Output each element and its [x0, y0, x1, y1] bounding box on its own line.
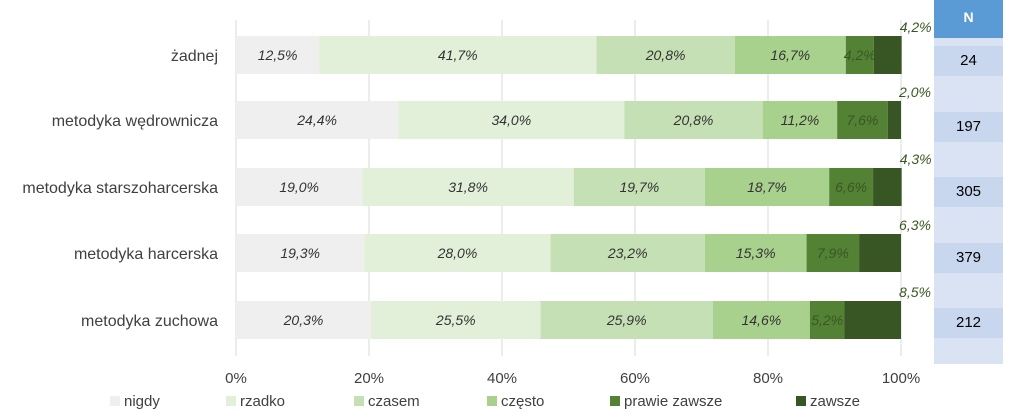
legend-swatch-czesto — [487, 396, 497, 406]
legend-label-czesto: często — [501, 393, 544, 410]
bar-czasem-metodyka-wedrownicza — [624, 101, 763, 139]
bar-rzadko-metodyka-wedrownicza — [398, 101, 625, 139]
data-label-czesto-zadnej: 16,7% — [770, 47, 810, 63]
legend-swatch-rzadko — [226, 396, 236, 406]
data-label-czasem-metodyka-starszoharcerska: 19,7% — [619, 179, 659, 195]
n-value-starszoharcerska: 305 — [934, 177, 1003, 207]
data-label-nigdy-metodyka-wedrownicza: 24,4% — [296, 112, 337, 128]
legend-label-czasem: czasem — [368, 393, 420, 410]
legend-label-prawie-zawsze: prawie zawsze — [624, 393, 722, 410]
data-label-czesto-metodyka-zuchowa: 14,6% — [741, 312, 781, 328]
n-column-header: N — [934, 0, 1003, 38]
data-label-zawsze-metodyka-starszoharcerska: 4,3% — [900, 151, 932, 167]
category-label-metodyka-starszoharcerska: metodyka starszoharcerska — [22, 180, 218, 197]
data-label-czesto-metodyka-harcerska: 15,3% — [736, 245, 776, 261]
bar-nigdy-metodyka-wedrownicza — [236, 101, 399, 139]
data-label-czesto-metodyka-starszoharcerska: 18,7% — [747, 179, 787, 195]
bar-prawie-zawsze-metodyka-wedrownicza — [837, 101, 888, 139]
data-label-zawsze-zadnej: 4,2% — [900, 19, 932, 35]
data-label-prawie-zawsze-metodyka-zuchowa: 5,2% — [811, 312, 843, 328]
legend-label-nigdy: nigdy — [124, 393, 160, 410]
data-label-rzadko-zadnej: 41,7% — [438, 47, 478, 63]
data-label-zawsze-metodyka-harcerska: 6,3% — [899, 217, 931, 233]
category-label-zadnej: żadnej — [171, 48, 218, 65]
bar-czesto-metodyka-starszoharcerska — [704, 168, 830, 206]
data-label-czasem-zadnej: 20,8% — [645, 47, 686, 63]
bar-rzadko-metodyka-zuchowa — [370, 301, 541, 339]
data-label-prawie-zawsze-zadnej: 4,2% — [844, 47, 876, 63]
data-label-zawsze-metodyka-zuchowa: 8,5% — [899, 284, 931, 300]
n-value-zuchowa: 212 — [934, 308, 1003, 338]
n-value-wedrownicza: 197 — [934, 112, 1003, 142]
x-tick-label-60: 60% — [620, 370, 650, 387]
bar-czasem-metodyka-harcerska — [550, 234, 705, 272]
data-label-zawsze-metodyka-wedrownicza: 2,0% — [898, 84, 931, 100]
x-tick-label-20: 20% — [354, 370, 384, 387]
bar-prawie-zawsze-metodyka-zuchowa — [809, 301, 845, 339]
bar-zawsze-metodyka-wedrownicza — [887, 101, 901, 139]
bar-rzadko-metodyka-starszoharcerska — [362, 168, 574, 206]
bar-zawsze-metodyka-harcerska — [859, 234, 901, 272]
category-label-metodyka-wedrownicza: metodyka wędrownicza — [52, 113, 218, 130]
data-label-prawie-zawsze-metodyka-harcerska: 7,9% — [817, 245, 849, 261]
category-label-metodyka-harcerska: metodyka harcerska — [74, 246, 218, 263]
data-label-nigdy-metodyka-zuchowa: 20,3% — [283, 312, 324, 328]
bar-prawie-zawsze-metodyka-harcerska — [806, 234, 860, 272]
bar-czasem-zadnej — [596, 36, 735, 74]
bar-prawie-zawsze-zadnej — [845, 36, 874, 74]
bar-nigdy-metodyka-harcerska — [236, 234, 365, 272]
legend-label-rzadko: rzadko — [240, 393, 285, 410]
data-label-czasem-metodyka-wedrownicza: 20,8% — [673, 112, 714, 128]
bar-czesto-zadnej — [734, 36, 846, 74]
bar-nigdy-metodyka-starszoharcerska — [236, 168, 363, 206]
data-label-czesto-metodyka-wedrownicza: 11,2% — [781, 112, 820, 128]
data-label-prawie-zawsze-metodyka-starszoharcerska: 6,6% — [835, 179, 867, 195]
bar-nigdy-metodyka-zuchowa — [236, 301, 371, 339]
bar-prawie-zawsze-metodyka-starszoharcerska — [829, 168, 874, 206]
data-label-nigdy-metodyka-harcerska: 19,3% — [280, 245, 320, 261]
legend-swatch-zawsze — [796, 396, 806, 406]
x-tick-label-100: 100% — [882, 370, 920, 387]
x-tick-label-0: 0% — [225, 370, 247, 387]
n-value-zadnej: 24 — [934, 46, 1003, 76]
legend-swatch-prawie-zawsze — [610, 396, 620, 406]
category-label-metodyka-zuchowa: metodyka zuchowa — [81, 313, 218, 330]
bar-zawsze-zadnej — [873, 36, 902, 74]
data-label-prawie-zawsze-metodyka-wedrownicza: 7,6% — [846, 112, 878, 128]
bar-czesto-metodyka-harcerska — [704, 234, 807, 272]
legend-swatch-nigdy — [110, 396, 120, 406]
x-tick-label-80: 80% — [753, 370, 783, 387]
data-label-rzadko-metodyka-starszoharcerska: 31,8% — [448, 179, 488, 195]
data-label-czasem-metodyka-harcerska: 23,2% — [607, 245, 648, 261]
data-label-rzadko-metodyka-harcerska: 28,0% — [437, 245, 478, 261]
data-label-nigdy-zadnej: 12,5% — [258, 47, 298, 63]
n-value-harcerska: 379 — [934, 243, 1003, 273]
bar-czesto-metodyka-zuchowa — [712, 301, 810, 339]
data-label-rzadko-metodyka-zuchowa: 25,5% — [435, 312, 476, 328]
x-tick-label-40: 40% — [487, 370, 517, 387]
bar-rzadko-metodyka-harcerska — [364, 234, 551, 272]
bar-zawsze-metodyka-zuchowa — [844, 301, 901, 339]
legend-label-zawsze: zawsze — [810, 393, 860, 410]
bar-czesto-metodyka-wedrownicza — [762, 101, 838, 139]
data-label-nigdy-metodyka-starszoharcerska: 19,0% — [279, 179, 319, 195]
bar-czasem-metodyka-starszoharcerska — [573, 168, 705, 206]
bar-zawsze-metodyka-starszoharcerska — [873, 168, 902, 206]
data-label-rzadko-metodyka-wedrownicza: 34,0% — [491, 112, 531, 128]
legend-swatch-czasem — [354, 396, 364, 406]
bar-nigdy-zadnej — [236, 36, 320, 74]
bar-rzadko-zadnej — [319, 36, 597, 74]
data-label-czasem-metodyka-zuchowa: 25,9% — [606, 312, 647, 328]
bar-czasem-metodyka-zuchowa — [540, 301, 713, 339]
